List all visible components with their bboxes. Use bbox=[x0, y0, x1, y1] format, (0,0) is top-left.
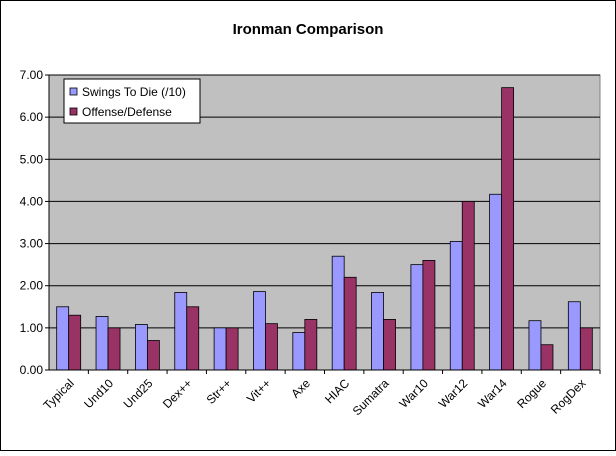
legend-box bbox=[63, 78, 201, 124]
y-tick-label: 4.00 bbox=[20, 194, 44, 208]
bar-swings-to-die bbox=[292, 332, 306, 371]
bar-offense-defense bbox=[68, 314, 82, 371]
y-tick-label: 1.00 bbox=[20, 321, 44, 335]
bar-swings-to-die bbox=[371, 292, 384, 371]
bar-swings-to-die bbox=[174, 292, 188, 371]
y-tick-label: 3.00 bbox=[20, 237, 44, 251]
bar-offense-defense bbox=[225, 327, 239, 371]
bar-offense-defense bbox=[461, 201, 475, 371]
bar-offense-defense bbox=[265, 323, 278, 371]
bar-swings-to-die bbox=[567, 301, 581, 371]
legend-label: Offense/Defense bbox=[82, 105, 172, 119]
bars-group bbox=[56, 87, 593, 371]
bar-offense-defense bbox=[304, 319, 318, 371]
bar-offense-defense bbox=[383, 319, 396, 371]
legend-swatch bbox=[69, 107, 78, 116]
y-tick-label: 5.00 bbox=[20, 152, 44, 166]
y-tick-label: 0.00 bbox=[20, 363, 44, 377]
bar-offense-defense bbox=[186, 306, 200, 371]
bar-offense-defense bbox=[540, 344, 554, 371]
y-tick-label: 6.00 bbox=[20, 110, 44, 124]
bar-swings-to-die bbox=[95, 316, 109, 371]
bar-offense-defense bbox=[343, 276, 357, 371]
bar-swings-to-die bbox=[213, 327, 227, 371]
chart-title: Ironman Comparison bbox=[233, 21, 384, 38]
bar-swings-to-die bbox=[331, 255, 345, 371]
bar-offense-defense bbox=[579, 327, 593, 371]
bar-swings-to-die bbox=[449, 241, 463, 371]
legend-label: Swings To Die (/10) bbox=[82, 85, 186, 99]
bar-offense-defense bbox=[422, 260, 436, 371]
bar-offense-defense bbox=[146, 340, 160, 371]
legend-swatch bbox=[69, 87, 78, 96]
bar-swings-to-die bbox=[253, 291, 266, 371]
y-tick-label: 7.00 bbox=[20, 68, 44, 82]
legend: Swings To Die (/10) Offense/Defense bbox=[63, 78, 201, 124]
y-tick-label: 2.00 bbox=[20, 279, 44, 293]
bar-swings-to-die bbox=[134, 324, 148, 371]
bar-swings-to-die bbox=[489, 193, 503, 371]
bar-swings-to-die bbox=[56, 306, 70, 371]
bar-offense-defense bbox=[501, 87, 515, 371]
bar-swings-to-die bbox=[410, 264, 424, 371]
bar-swings-to-die bbox=[528, 320, 542, 371]
bar-offense-defense bbox=[107, 327, 121, 371]
